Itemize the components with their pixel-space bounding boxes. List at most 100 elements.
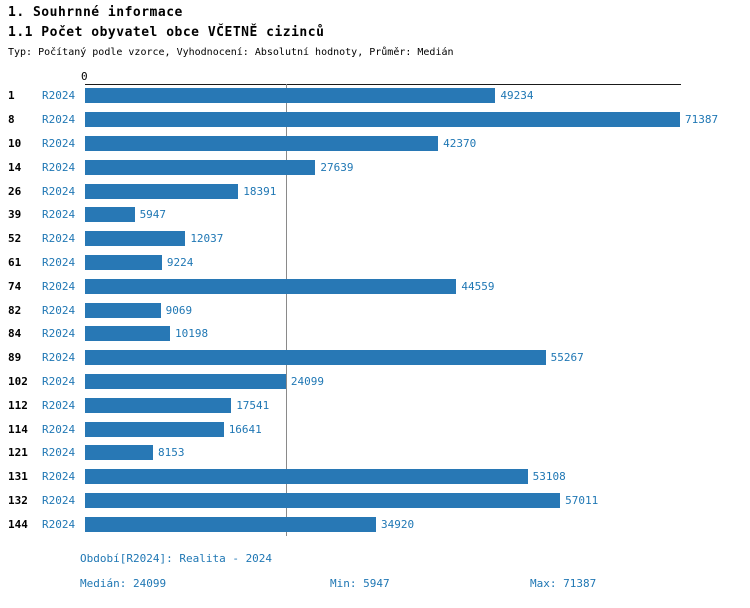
axis-zero-label: 0 bbox=[81, 70, 88, 83]
row-series-label: R2024 bbox=[42, 493, 76, 507]
bar-value-label: 24099 bbox=[290, 374, 324, 388]
page-title: 1. Souhrnné informace bbox=[8, 5, 183, 20]
row-bar-area: 9224 bbox=[85, 251, 750, 275]
row-series-label: R2024 bbox=[42, 113, 76, 127]
top-axis-line bbox=[85, 84, 681, 85]
footer-period: Období[R2024]: Realita - 2024 bbox=[80, 552, 273, 566]
footer-min: Min: 5947 bbox=[330, 577, 390, 591]
bar bbox=[85, 207, 135, 223]
median-line bbox=[285, 84, 287, 537]
bar-value-label: 49234 bbox=[500, 89, 534, 103]
bar-value-label: 9224 bbox=[166, 255, 194, 269]
bar-value-label: 8153 bbox=[157, 446, 185, 460]
row-bar-area: 9069 bbox=[85, 298, 750, 322]
plot-area: 1 R2024 49234 8 R2024 71387 10 R2024 42370 14 R202… bbox=[0, 84, 750, 537]
row-id-label: 89 bbox=[8, 351, 22, 365]
chart-row: 84 R2024 10198 bbox=[0, 322, 750, 346]
row-id-label: 121 bbox=[8, 446, 28, 460]
row-series-label: R2024 bbox=[42, 208, 76, 222]
row-bar-area: 55267 bbox=[85, 346, 750, 370]
chart-row: 74 R2024 44559 bbox=[0, 274, 750, 298]
bar-value-label: 71387 bbox=[685, 113, 719, 127]
chart-row: 10 R2024 42370 bbox=[0, 132, 750, 156]
row-bar-area: 18391 bbox=[85, 179, 750, 203]
row-series-label: R2024 bbox=[42, 446, 76, 460]
row-series-label: R2024 bbox=[42, 232, 76, 246]
row-bar-area: 57011 bbox=[85, 489, 750, 513]
row-bar-area: 49234 bbox=[85, 84, 750, 108]
row-id-label: 102 bbox=[8, 374, 28, 388]
row-series-label: R2024 bbox=[42, 160, 76, 174]
chart-row: 144 R2024 34920 bbox=[0, 512, 750, 536]
row-id-label: 26 bbox=[8, 184, 22, 198]
row-bar-area: 53108 bbox=[85, 465, 750, 489]
bar bbox=[85, 183, 239, 199]
bar bbox=[85, 231, 186, 247]
bar-value-label: 53108 bbox=[532, 470, 566, 484]
row-id-label: 1 bbox=[8, 89, 15, 103]
bar bbox=[85, 445, 153, 461]
row-series-label: R2024 bbox=[42, 136, 76, 150]
bar bbox=[85, 421, 224, 437]
chart-row: 102 R2024 24099 bbox=[0, 370, 750, 394]
row-series-label: R2024 bbox=[42, 184, 76, 198]
chart-row: 82 R2024 9069 bbox=[0, 298, 750, 322]
bar-value-label: 27639 bbox=[320, 160, 354, 174]
row-bar-area: 34920 bbox=[85, 512, 750, 536]
bar bbox=[85, 278, 457, 294]
bar-value-label: 57011 bbox=[565, 493, 599, 507]
chart-row: 89 R2024 55267 bbox=[0, 346, 750, 370]
row-series-label: R2024 bbox=[42, 398, 76, 412]
chart-row: 114 R2024 16641 bbox=[0, 417, 750, 441]
bar-value-label: 9069 bbox=[165, 303, 193, 317]
bar-value-label: 18391 bbox=[243, 184, 277, 198]
chart-row: 14 R2024 27639 bbox=[0, 155, 750, 179]
row-id-label: 61 bbox=[8, 255, 22, 269]
chart-meta: Typ: Počítaný podle vzorce, Vyhodnocení:… bbox=[8, 47, 454, 58]
row-series-label: R2024 bbox=[42, 374, 76, 388]
row-id-label: 14 bbox=[8, 160, 22, 174]
bar bbox=[85, 492, 561, 508]
row-id-label: 82 bbox=[8, 303, 22, 317]
chart-row: 8 R2024 71387 bbox=[0, 108, 750, 132]
footer-max: Max: 71387 bbox=[530, 577, 597, 591]
bar bbox=[85, 135, 439, 151]
row-bar-area: 5947 bbox=[85, 203, 750, 227]
row-bar-area: 16641 bbox=[85, 417, 750, 441]
chart-row: 131 R2024 53108 bbox=[0, 465, 750, 489]
bar-value-label: 5947 bbox=[139, 208, 167, 222]
bar-value-label: 34920 bbox=[381, 517, 415, 531]
row-id-label: 84 bbox=[8, 327, 22, 341]
row-series-label: R2024 bbox=[42, 303, 76, 317]
bar bbox=[85, 254, 162, 270]
row-id-label: 144 bbox=[8, 517, 28, 531]
row-bar-area: 24099 bbox=[85, 370, 750, 394]
report-page: 1. Souhrnné informace 1.1 Počet obyvatel… bbox=[0, 5, 750, 590]
footer-median: Medián: 24099 bbox=[80, 577, 167, 591]
bar bbox=[85, 88, 496, 104]
row-series-label: R2024 bbox=[42, 422, 76, 436]
chart-row: 121 R2024 8153 bbox=[0, 441, 750, 465]
row-id-label: 8 bbox=[8, 113, 15, 127]
row-id-label: 132 bbox=[8, 493, 28, 507]
bar bbox=[85, 112, 680, 128]
chart-footer: Období[R2024]: Realita - 2024 Medián: 24… bbox=[80, 552, 750, 590]
chart-row: 112 R2024 17541 bbox=[0, 393, 750, 417]
chart-rows: 1 R2024 49234 8 R2024 71387 10 R2024 42370 14 R202… bbox=[0, 84, 750, 536]
row-series-label: R2024 bbox=[42, 470, 76, 484]
bar bbox=[85, 159, 316, 175]
row-id-label: 39 bbox=[8, 208, 22, 222]
chart-row: 26 R2024 18391 bbox=[0, 179, 750, 203]
row-bar-area: 17541 bbox=[85, 393, 750, 417]
bar bbox=[85, 469, 528, 485]
row-series-label: R2024 bbox=[42, 327, 76, 341]
row-bar-area: 27639 bbox=[85, 155, 750, 179]
row-bar-area: 12037 bbox=[85, 227, 750, 251]
chart-row: 132 R2024 57011 bbox=[0, 489, 750, 513]
chart-subtitle: 1.1 Počet obyvatel obce VČETNĚ cizinců bbox=[8, 25, 325, 40]
bar-value-label: 16641 bbox=[228, 422, 262, 436]
row-id-label: 52 bbox=[8, 232, 22, 246]
row-bar-area: 10198 bbox=[85, 322, 750, 346]
row-bar-area: 71387 bbox=[85, 108, 750, 132]
row-id-label: 112 bbox=[8, 398, 28, 412]
